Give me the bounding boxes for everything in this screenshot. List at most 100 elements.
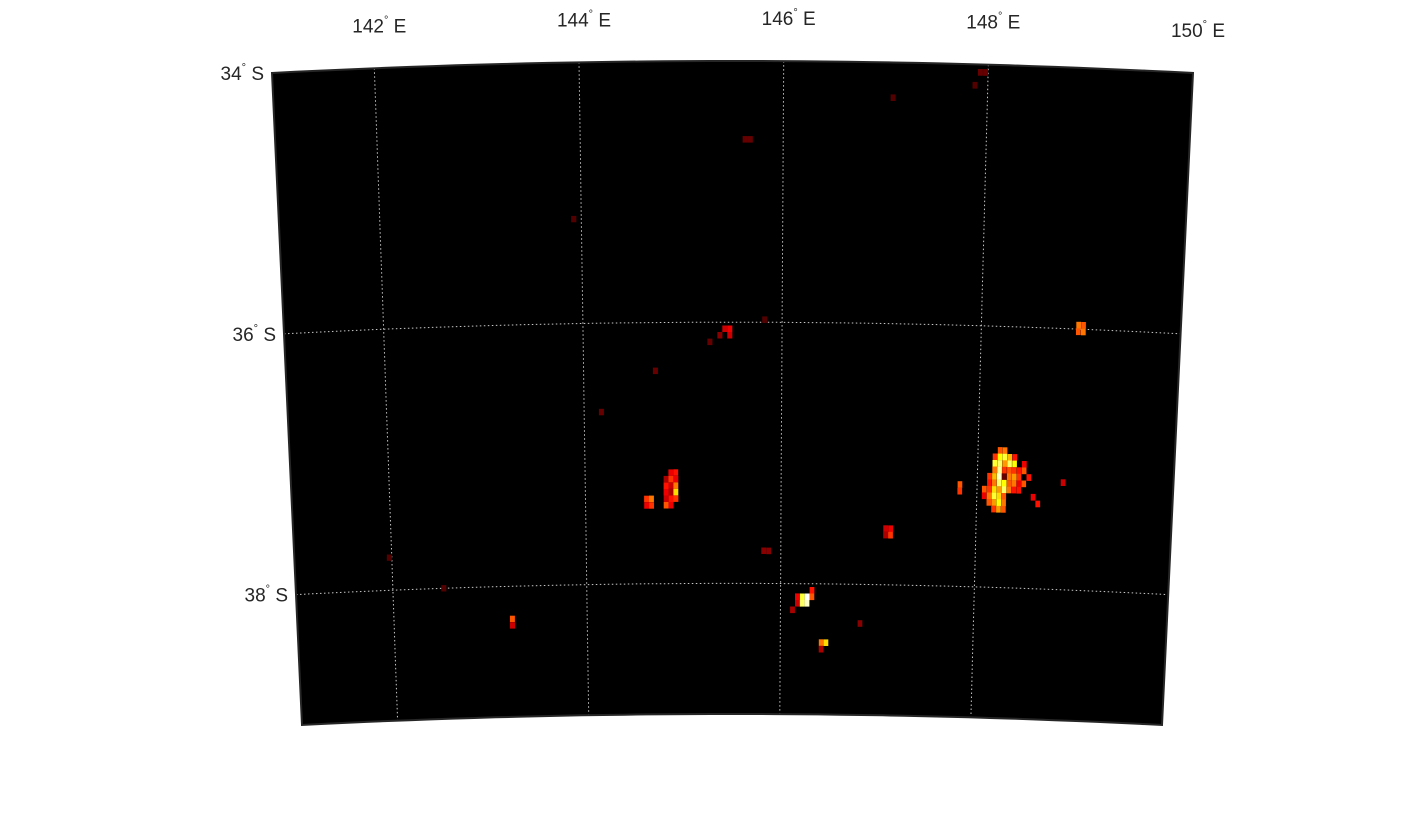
lat-tick-label: 38° S (245, 584, 289, 607)
parallel-line (283, 321, 1181, 335)
heatmap-cell (1007, 467, 1012, 474)
heatmap-cell (799, 600, 805, 607)
heatmap-cell (673, 469, 679, 476)
heatmap-cell (663, 475, 669, 483)
heatmap-cell (983, 69, 988, 76)
heatmap-cell (1016, 473, 1022, 481)
heatmap-cell (1002, 453, 1008, 461)
heatmap-cell (1006, 486, 1012, 494)
heatmap-cell (1002, 466, 1007, 474)
heatmap-cell (978, 69, 983, 76)
heatmap-cell (1006, 480, 1012, 487)
heatmap-cell (818, 645, 824, 653)
heatmap-cell (1002, 473, 1007, 481)
heatmap-cell (809, 587, 815, 594)
map-background (272, 61, 1193, 725)
heatmap-cell (441, 585, 447, 592)
heatmap-cell (890, 94, 896, 101)
heatmap-cell (1026, 474, 1032, 481)
heatmap-cell (986, 499, 992, 506)
heatmap-cell (795, 593, 800, 600)
heatmap-cell (818, 639, 824, 646)
heatmap-cell (997, 453, 1003, 461)
meridian-line (578, 62, 590, 716)
lon-tick-label: 142° E (352, 14, 406, 37)
heatmap-cell (1021, 467, 1027, 475)
heatmap-cell (747, 136, 753, 143)
heatmap-cell (1002, 447, 1008, 454)
heatmap-cell (1001, 486, 1007, 494)
heatmap-cell (727, 332, 733, 339)
heatmap-cell (987, 472, 992, 480)
meridian-line (779, 61, 785, 715)
heatmap-cell (761, 547, 767, 554)
heatmap-cell (742, 136, 748, 143)
lon-tick-label: 144° E (557, 8, 611, 31)
tick-labels: 142° E 144° E 146° E 148° E 150° E 34° S 36° S… (221, 7, 1226, 606)
heatmap-cell (1016, 486, 1021, 494)
heatmap-cell (1001, 493, 1007, 500)
heatmap-cell (766, 547, 771, 555)
heatmap-cell (663, 495, 669, 502)
heatmap-cell (722, 325, 728, 332)
meridian-line (970, 64, 989, 718)
heatmap-cell (652, 367, 658, 375)
heatmap-cell (857, 620, 863, 627)
heatmap-cell (663, 502, 669, 509)
heatmap-cell (991, 486, 997, 493)
heatmap-cell (1002, 460, 1007, 467)
heatmap-cell (986, 486, 992, 493)
heatmap-cell (1006, 473, 1012, 481)
heatmap-cell (790, 606, 795, 614)
heatmap-cell (997, 473, 1002, 480)
heatmap-cell (996, 505, 1001, 513)
heatmap-cell (668, 482, 674, 489)
heatmap-cell (957, 487, 963, 495)
heatmap-cell (571, 215, 577, 223)
meridian-line (373, 68, 399, 721)
heatmap-cell (981, 492, 987, 500)
heatmap-cell (673, 488, 679, 496)
heatmap-cell (1081, 328, 1086, 336)
heatmap-cell (1007, 454, 1013, 461)
heatmap-cell (804, 593, 810, 601)
graticule (270, 60, 1195, 727)
heatmap-cell (1022, 461, 1027, 468)
heatmap-cell (663, 489, 669, 496)
heatmap-cell (1001, 506, 1006, 513)
heatmap-cell (1030, 493, 1036, 501)
heatmap-cell (991, 499, 997, 506)
heatmap-cell (386, 554, 392, 561)
lat-tick-label: 36° S (233, 323, 277, 346)
heatmap-cell (668, 469, 674, 476)
heatmap-cell (1021, 480, 1027, 488)
heatmap-cell (991, 492, 997, 500)
heatmap-cell (992, 479, 997, 487)
heatmap-cell (1011, 473, 1017, 481)
lon-tick-label: 148° E (966, 11, 1020, 34)
heatmap-cell (992, 460, 998, 467)
heatmap-cell (649, 495, 654, 503)
heatmap-cell (668, 475, 674, 483)
heatmap-cell (809, 593, 815, 601)
heatmap-cell (727, 325, 733, 332)
heatmap-cell (888, 531, 893, 539)
heatmap-cell (644, 495, 649, 503)
heatmap-cell (1001, 479, 1007, 487)
heatmap-cell (992, 453, 998, 461)
heatmap-cell (598, 408, 604, 416)
heatmap-cell (996, 486, 1002, 493)
heatmap-cell (823, 639, 829, 646)
heatmap-cell (799, 593, 805, 601)
heatmap-cell (1081, 322, 1086, 329)
heatmap-cell (888, 525, 893, 532)
heatmap-cells (386, 69, 1086, 653)
map-frame (270, 60, 1195, 727)
heatmap-cell (1011, 480, 1017, 487)
heatmap-cell (649, 502, 654, 509)
heatmap-cell (992, 473, 997, 480)
heatmap-cell (1012, 454, 1018, 461)
heatmap-cell (1011, 486, 1017, 494)
heatmap-cell (762, 316, 768, 323)
